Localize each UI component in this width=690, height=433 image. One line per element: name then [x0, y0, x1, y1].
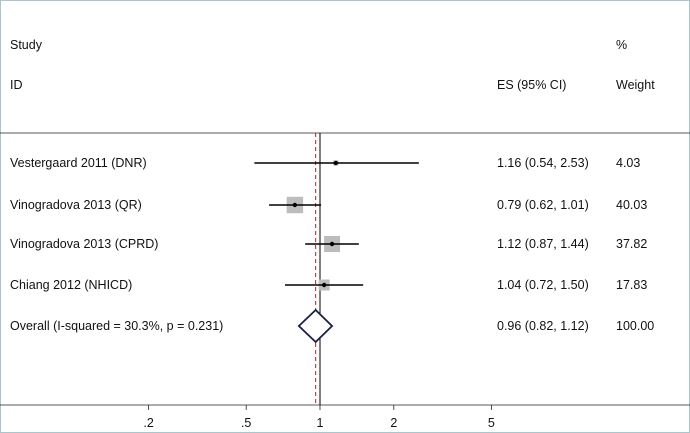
study-label: Chiang 2012 (NHICD) — [10, 278, 132, 292]
point-estimate — [329, 241, 335, 247]
weight-text: 17.83 — [616, 278, 647, 292]
study-label: Vinogradova 2013 (QR) — [10, 198, 142, 212]
header-es: ES (95% CI) — [497, 78, 566, 92]
effect-size-text: 1.04 (0.72, 1.50) — [497, 278, 589, 292]
reference-lines — [315, 133, 321, 405]
overall-effect-size-text: 0.96 (0.82, 1.12) — [497, 319, 589, 333]
effect-size-text: 1.16 (0.54, 2.53) — [497, 156, 589, 170]
overall-row: Overall (I-squared = 30.3%, p = 0.231) 0.… — [10, 308, 654, 344]
study-label: Vestergaard 2011 (DNR) — [10, 156, 147, 170]
weight-text: 37.82 — [616, 237, 647, 251]
weight-text: 40.03 — [616, 198, 647, 212]
weight-text: 4.03 — [616, 156, 640, 170]
x-tick-label: 2 — [390, 416, 397, 430]
study-row: Vestergaard 2011 (DNR) 1.16 (0.54, 2.53) 4… — [10, 156, 640, 170]
effect-size-text: 1.12 (0.87, 1.44) — [497, 237, 589, 251]
study-row: Vinogradova 2013 (QR) 0.79 (0.62, 1.01) 40… — [10, 196, 647, 214]
header-study: Study — [10, 38, 43, 52]
overall-diamond — [297, 308, 334, 344]
x-tick-label: .5 — [241, 416, 251, 430]
study-row: Vinogradova 2013 (CPRD) 1.12 (0.87, 1.44)… — [10, 236, 647, 252]
header-weight: Weight — [616, 78, 655, 92]
header-weight-percent: % — [616, 38, 627, 52]
x-axis-ticks: .2 .5 1 2 5 — [143, 405, 495, 430]
study-label: Vinogradova 2013 (CPRD) — [10, 237, 158, 251]
point-estimate — [333, 160, 339, 166]
point-estimate — [321, 282, 327, 288]
overall-weight-text: 100.00 — [616, 319, 654, 333]
x-tick-label: 5 — [488, 416, 495, 430]
x-tick-label: 1 — [317, 416, 324, 430]
effect-size-text: 0.79 (0.62, 1.01) — [497, 198, 589, 212]
study-row: Chiang 2012 (NHICD) 1.04 (0.72, 1.50) 17.8… — [10, 278, 647, 292]
x-tick-label: .2 — [143, 416, 153, 430]
study-rows: Vestergaard 2011 (DNR) 1.16 (0.54, 2.53) 4… — [10, 156, 647, 292]
point-estimate — [292, 202, 298, 208]
header-id: ID — [10, 78, 23, 92]
overall-label: Overall (I-squared = 30.3%, p = 0.231) — [10, 319, 223, 333]
